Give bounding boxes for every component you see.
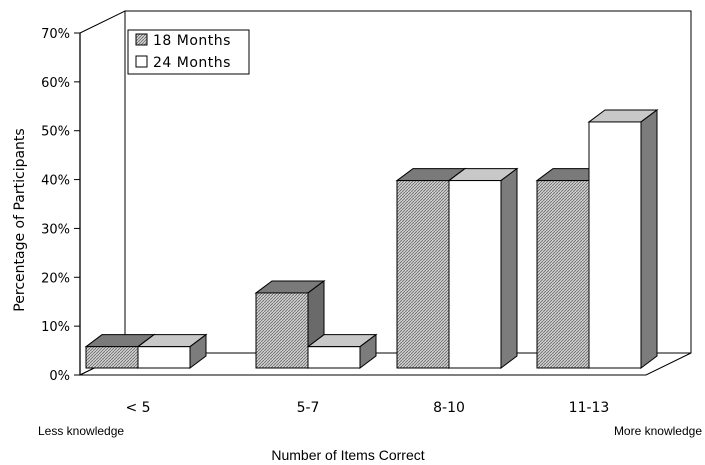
bar-front <box>588 121 642 369</box>
legend-swatch-18-months <box>135 33 148 46</box>
y-tick-label: 40% <box>41 174 70 189</box>
bar-side <box>500 167 518 369</box>
y-axis: 0% 10% 20% 30% 40% 50% 60% 70% <box>41 27 81 384</box>
y-tick-label: 0% <box>49 369 70 384</box>
legend-label-24-months: 24 Months <box>153 55 231 71</box>
x-axis-label: Number of Items Correct <box>271 447 424 463</box>
y-tick-label: 70% <box>41 27 70 42</box>
bar-front <box>137 346 191 369</box>
legend: 18 Months 24 Months <box>127 29 250 75</box>
x-category-label: 11-13 <box>569 400 610 416</box>
y-tick-label: 30% <box>41 222 70 237</box>
legend-box <box>127 29 250 75</box>
bar-front <box>396 180 450 369</box>
y-tick-label: 20% <box>41 271 70 286</box>
x-category-label: 8-10 <box>433 400 465 416</box>
bar-front <box>85 346 139 369</box>
bar-front <box>448 180 502 369</box>
more-knowledge-note: More knowledge <box>614 424 702 438</box>
legend-label-18-months: 18 Months <box>153 33 231 49</box>
legend-swatch-24-months <box>135 55 148 68</box>
bar-front <box>307 346 361 369</box>
y-tick-label: 10% <box>41 320 70 335</box>
y-axis-label: Percentage of Participants <box>12 128 28 311</box>
bars-group: < 5 5-7 8-10 11-13 <box>84 108 659 416</box>
bar-side <box>640 108 658 369</box>
y-tick-label: 60% <box>41 76 70 91</box>
bar-24-months <box>306 333 378 369</box>
bar-24-months <box>136 333 208 369</box>
less-knowledge-note: Less knowledge <box>38 424 124 438</box>
bar-24-months <box>447 167 519 369</box>
side-wall <box>79 10 126 376</box>
x-category-label: 5-7 <box>297 400 320 416</box>
bar-front <box>536 180 590 369</box>
bar-24-months <box>587 108 659 369</box>
bar-front <box>255 292 309 369</box>
x-category-label: < 5 <box>125 400 150 416</box>
y-tick-label: 50% <box>41 125 70 140</box>
